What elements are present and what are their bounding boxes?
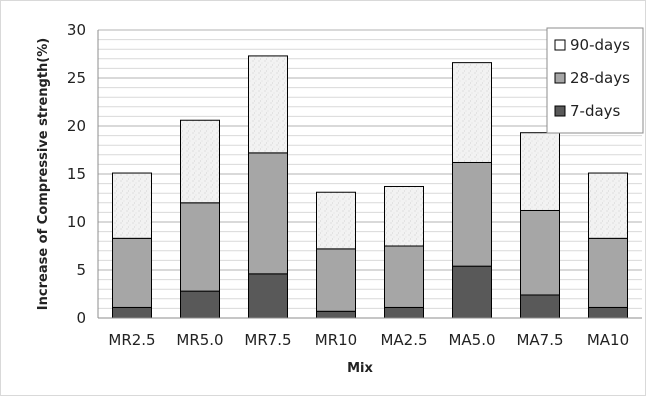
- bars: [112, 55, 628, 319]
- bar-segment-28-days: [452, 161, 492, 267]
- y-tick-label: 0: [76, 309, 86, 327]
- x-tick-label: MA7.5: [516, 331, 563, 349]
- bar-segment-28-days: [112, 237, 152, 308]
- bar-segment-90-days: [180, 119, 220, 204]
- x-tick-label: MR10: [315, 331, 357, 349]
- legend-swatch: [554, 39, 566, 51]
- y-tick-label: 15: [67, 165, 86, 183]
- legend-label: 7-days: [570, 102, 621, 120]
- x-tick-label: MR2.5: [108, 331, 155, 349]
- y-tick-label: 20: [67, 117, 86, 135]
- x-tick-label: MA2.5: [380, 331, 427, 349]
- bar-segment-90-days: [112, 172, 152, 239]
- x-tick-label: MA5.0: [448, 331, 495, 349]
- y-axis-title: Increase of Compressive strength(%): [36, 38, 51, 310]
- bar-segment-7-days: [248, 273, 288, 319]
- x-tick-label: MR5.0: [176, 331, 223, 349]
- bar-segment-90-days: [384, 185, 424, 247]
- bar-segment-90-days: [520, 132, 560, 211]
- bar-segment-7-days: [112, 306, 152, 319]
- y-tick-label: 5: [76, 261, 86, 279]
- legend-label: 90-days: [570, 36, 630, 54]
- legend-swatch: [554, 105, 566, 117]
- bar-segment-28-days: [180, 202, 220, 292]
- x-tick-label: MR7.5: [244, 331, 291, 349]
- bar-segment-28-days: [588, 237, 628, 308]
- y-tick-label: 25: [67, 69, 86, 87]
- bar-segment-7-days: [316, 310, 356, 319]
- x-axis-title: Mix: [347, 361, 373, 376]
- bar-segment-90-days: [588, 172, 628, 239]
- x-tick-label: MA10: [587, 331, 629, 349]
- y-axis-ticks: 0 5 10 15 20 25 30: [67, 21, 86, 327]
- bar-segment-28-days: [520, 209, 560, 296]
- bar-segment-7-days: [588, 306, 628, 319]
- bar-segment-28-days: [316, 248, 356, 312]
- bar-segment-28-days: [248, 152, 288, 275]
- bar-segment-28-days: [384, 245, 424, 308]
- legend-swatch: [554, 72, 566, 84]
- bar-segment-7-days: [452, 265, 492, 319]
- legend-label: 28-days: [570, 69, 630, 87]
- legend: 90-days 28-days 7-days: [546, 27, 644, 134]
- bar-segment-90-days: [452, 62, 492, 163]
- y-tick-label: 30: [67, 21, 86, 39]
- bar-segment-90-days: [316, 191, 356, 250]
- bar-segment-90-days: [248, 55, 288, 154]
- bar-segment-7-days: [520, 294, 560, 319]
- y-tick-label: 10: [67, 213, 86, 231]
- bar-segment-7-days: [384, 306, 424, 319]
- x-axis-ticks: MR2.5 MR5.0 MR7.5 MR10 MA2.5 MA5.0 MA7.5 MA10: [108, 331, 629, 349]
- bar-segment-7-days: [180, 290, 220, 319]
